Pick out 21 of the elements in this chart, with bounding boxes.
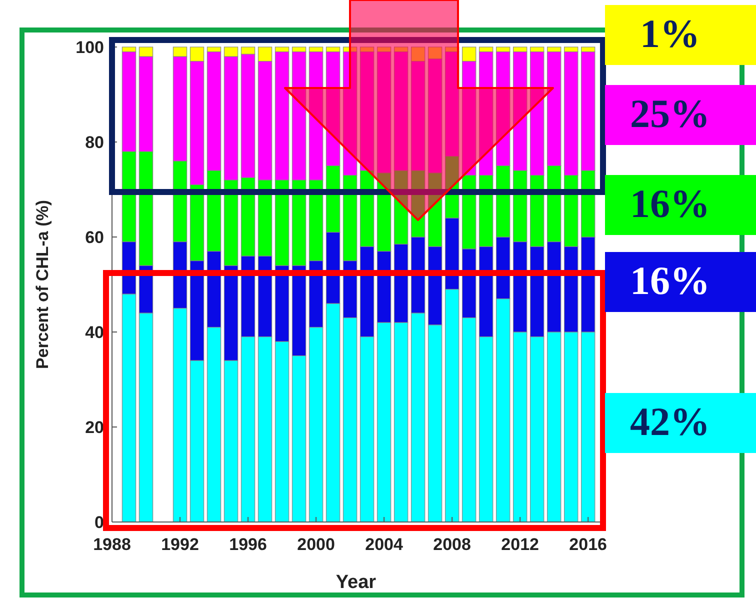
- y-tick-label: 40: [85, 322, 104, 342]
- text: 16%: [630, 258, 710, 303]
- x-tick-label: 2000: [297, 535, 335, 554]
- x-tick-label: 1988: [93, 535, 131, 554]
- x-tick-label: 2004: [365, 535, 404, 554]
- y-tick-label: 0: [94, 512, 104, 532]
- x-tick-label: 2016: [569, 535, 608, 554]
- x-tick-label: 2008: [433, 535, 471, 554]
- x-axis-title: Year: [336, 572, 377, 593]
- y-tick-label: 20: [85, 418, 104, 437]
- y-tick-label: 100: [76, 38, 104, 57]
- y-tick-label: 60: [85, 228, 104, 247]
- x-tick-label: 2012: [501, 535, 539, 554]
- text: 25%: [630, 91, 710, 136]
- y-tick-label: 80: [85, 132, 104, 152]
- x-tick-label: 1996: [229, 535, 267, 554]
- text: 42%: [630, 399, 710, 444]
- text: 1%: [640, 11, 700, 56]
- text: 16%: [630, 181, 710, 226]
- y-axis-title: Percent of CHL-a (%): [33, 200, 52, 370]
- x-tick-label: 1992: [161, 535, 199, 554]
